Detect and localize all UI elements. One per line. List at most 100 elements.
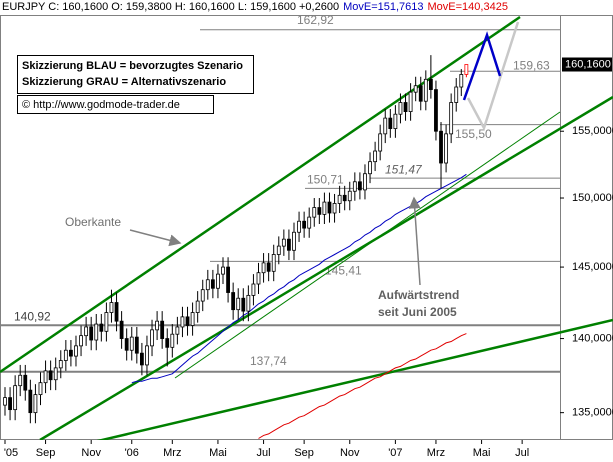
trendline	[0, 15, 521, 374]
candle-body	[418, 85, 423, 102]
candle-body	[134, 336, 139, 354]
candle-body	[322, 201, 327, 215]
candle-body	[246, 294, 251, 312]
x-tick-label: Mai	[209, 447, 227, 459]
legend-text: Skizzierung BLAU = bevorzugtes Szenario	[22, 60, 243, 72]
candle-body	[155, 320, 160, 331]
price-tag	[562, 57, 612, 72]
copyright: © http://www.godmode-trader.de	[22, 99, 180, 111]
candle-body	[276, 245, 281, 255]
candle-body	[23, 374, 28, 391]
annotation: Oberkante	[65, 215, 121, 229]
arrow	[129, 229, 182, 247]
y-tick-label: 150,0000	[572, 192, 613, 204]
level-label: 145,41	[325, 264, 362, 278]
candle-body	[18, 374, 23, 387]
x-tick-label: '05	[4, 447, 18, 459]
x-tick-label: Nov	[81, 447, 101, 459]
x-tick-label: Jul	[515, 447, 529, 459]
x-tick-label: Sep	[294, 447, 314, 459]
candle-body	[287, 238, 291, 251]
candle-body	[271, 254, 276, 272]
candle-body	[408, 91, 413, 113]
candle-body	[368, 161, 372, 175]
candle-body	[454, 86, 459, 103]
candle-body	[104, 312, 109, 332]
candle-body	[261, 262, 266, 274]
candle-body	[332, 203, 337, 214]
trendline	[174, 111, 561, 379]
x-tick-label: Mai	[473, 447, 491, 459]
candle-body	[373, 150, 378, 163]
candle-body	[459, 74, 464, 88]
candle-body	[150, 329, 154, 347]
x-tick-label: Mrz	[427, 447, 445, 459]
candle-body	[281, 238, 286, 247]
trendlines	[0, 15, 613, 440]
marks	[3, 55, 469, 439]
level-label: 137,74	[250, 354, 287, 368]
candle-body	[205, 279, 210, 291]
ma-legend: MovE=151,7613	[343, 1, 423, 13]
candle-body	[449, 102, 454, 135]
candle-body	[241, 297, 246, 312]
x-tick-label: '07	[388, 447, 402, 459]
candle-body	[63, 349, 68, 361]
copyright-box	[17, 95, 214, 114]
candle-body	[210, 279, 215, 289]
candle-body	[89, 326, 94, 341]
candle-body	[58, 360, 63, 369]
candle-body	[195, 300, 200, 313]
x-tick-label: Jul	[257, 447, 271, 459]
candle-body	[200, 289, 205, 302]
candle-body	[28, 389, 33, 414]
candle-body	[347, 190, 352, 202]
candle-body	[109, 302, 114, 313]
candle-body	[256, 272, 261, 285]
level-label: 159,63	[513, 58, 550, 72]
info-line: EURJPY C: 160,1600 O: 159,3800 H: 160,16…	[2, 1, 508, 13]
candle-body	[84, 326, 89, 337]
candle-body	[48, 370, 53, 381]
candle-body	[231, 292, 236, 311]
candle-body	[124, 338, 129, 351]
candle-body	[119, 320, 124, 339]
price-tag-label: 160,1600	[565, 58, 611, 70]
candle-body	[434, 89, 438, 132]
candle-body	[251, 283, 256, 296]
candle-body	[388, 117, 393, 129]
candle-body	[363, 173, 367, 191]
x-tick-label: Sep	[36, 447, 56, 459]
candle-body	[3, 397, 7, 406]
candle-body	[216, 273, 220, 289]
trendline	[96, 318, 613, 440]
candle-body	[69, 349, 73, 357]
candle-body	[352, 181, 357, 192]
scenario-grey	[466, 21, 520, 132]
candle-body	[464, 64, 469, 75]
candle-body	[43, 370, 48, 384]
candle-body	[74, 345, 78, 357]
info: EURJPY C: 160,1600 O: 159,3800 H: 160,16…	[2, 1, 339, 13]
axis: 135,0000 140,0000 145,0000 150,0000 155,0000…	[4, 57, 613, 459]
candle-body	[398, 102, 403, 115]
candle-body	[439, 130, 443, 164]
candle-body	[307, 216, 312, 229]
candle-body	[428, 78, 433, 90]
level-label: 140,92	[14, 309, 51, 323]
candle-body	[99, 323, 104, 332]
ma-legend: MovE=140,3425	[428, 1, 508, 13]
level-label: 151,47	[385, 162, 423, 176]
arrow	[408, 196, 421, 286]
ma-line	[258, 333, 467, 439]
candle-body	[139, 352, 144, 366]
y-tick-label: 135,0000	[572, 407, 613, 419]
candle-body	[266, 262, 271, 272]
candle-body	[226, 266, 230, 293]
candle-body	[444, 133, 448, 164]
candle-body	[185, 316, 190, 326]
candle-body	[114, 302, 119, 322]
candle-body	[357, 181, 362, 191]
trendline	[39, 95, 613, 440]
